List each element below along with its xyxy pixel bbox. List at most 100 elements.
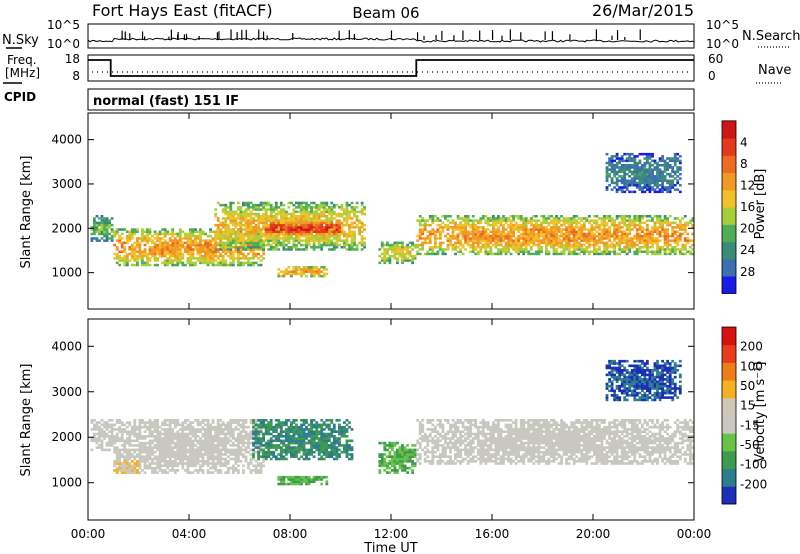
- heatmap-cell: [565, 246, 568, 249]
- heatmap-cell: [229, 241, 233, 245]
- heatmap-cell: [158, 435, 162, 438]
- heatmap-cell: [166, 230, 170, 233]
- heatmap-cell: [194, 455, 197, 458]
- heatmap-cell: [494, 241, 498, 245]
- heatmap-cell: [653, 175, 657, 178]
- heatmap-cell: [658, 188, 662, 191]
- heatmap-cell: [214, 432, 218, 436]
- heatmap-cell: [514, 221, 518, 225]
- heatmap-cell: [178, 254, 182, 258]
- heatmap-cell: [252, 226, 255, 229]
- heatmap-cell: [120, 439, 124, 443]
- heatmap-cell: [646, 186, 649, 189]
- nave-tick-top: 60: [708, 52, 723, 66]
- heatmap-cell: [282, 228, 286, 231]
- heatmap-cell: [151, 460, 154, 463]
- heatmap-cell: [461, 243, 465, 247]
- heatmap-cell: [628, 181, 632, 185]
- heatmap-cell: [628, 215, 632, 218]
- heatmap-cell: [340, 230, 344, 233]
- heatmap-cell: [666, 241, 669, 245]
- heatmap-cell: [118, 450, 122, 454]
- heatmap-cell: [244, 232, 248, 236]
- heatmap-cell: [297, 239, 301, 242]
- heatmap-cell: [178, 446, 182, 449]
- heatmap-cell: [312, 234, 316, 238]
- heatmap-cell: [638, 239, 642, 242]
- heatmap-cell: [171, 448, 175, 452]
- heatmap-cell: [151, 453, 154, 456]
- heatmap-cell: [277, 228, 281, 231]
- heatmap-cell: [403, 252, 407, 256]
- heatmap-cell: [330, 217, 334, 220]
- heatmap-cell: [471, 241, 475, 245]
- heatmap-cell: [476, 250, 480, 253]
- heatmap-cell: [189, 428, 192, 431]
- heatmap-cell: [259, 259, 263, 262]
- heatmap-cell: [497, 248, 500, 251]
- heatmap-cell: [226, 439, 230, 443]
- heatmap-cell: [237, 208, 240, 211]
- heatmap-cell: [552, 243, 556, 247]
- heatmap-cell: [312, 221, 316, 225]
- heatmap-cell: [234, 421, 238, 424]
- heatmap-cell: [603, 226, 606, 229]
- heatmap-cell: [651, 252, 654, 256]
- heatmap-cell: [676, 170, 680, 174]
- heatmap-cell: [590, 232, 594, 236]
- heatmap-cell: [522, 237, 526, 240]
- heatmap-cell: [239, 446, 243, 449]
- heatmap-cell: [221, 210, 225, 214]
- heatmap-cell: [234, 217, 238, 220]
- heatmap-cell: [345, 243, 349, 247]
- heatmap-cell: [663, 164, 667, 167]
- heatmap-cell: [444, 252, 447, 256]
- heatmap-cell: [153, 421, 157, 424]
- heatmap-cell: [95, 215, 99, 218]
- heatmap-cell: [613, 221, 616, 225]
- heatmap-cell: [211, 448, 215, 452]
- heatmap-cell: [143, 254, 147, 258]
- heatmap-cell: [163, 234, 167, 238]
- heatmap-cell: [476, 221, 480, 225]
- heatmap-cell: [509, 223, 513, 227]
- heatmap-cell: [618, 234, 622, 238]
- heatmap-cell: [537, 226, 541, 229]
- heatmap-cell: [317, 272, 321, 276]
- heatmap-cell: [231, 223, 235, 227]
- heatmap-cell: [148, 248, 152, 251]
- heatmap-cell: [476, 234, 480, 238]
- heatmap-cell: [552, 252, 556, 256]
- heatmap-cell: [146, 466, 149, 470]
- heatmap-cell: [676, 181, 680, 185]
- heatmap-cell: [242, 425, 245, 429]
- heatmap-cell: [297, 237, 301, 240]
- heatmap-cell: [242, 439, 245, 443]
- heatmap-cell: [325, 221, 329, 225]
- heatmap-cell: [570, 237, 574, 240]
- heatmap-cell: [595, 241, 599, 245]
- heatmap-cell: [173, 241, 177, 245]
- heatmap-cell: [623, 223, 627, 227]
- heatmap-cell: [572, 239, 576, 242]
- heatmap-cell: [502, 219, 505, 222]
- heatmap-cell: [231, 230, 235, 233]
- heatmap-cell: [219, 437, 223, 440]
- heatmap-cell: [345, 239, 349, 242]
- heatmap-cell: [567, 230, 571, 233]
- heatmap-cell: [431, 246, 435, 249]
- heatmap-cell: [565, 243, 568, 247]
- heatmap-cell: [141, 419, 144, 422]
- heatmap-cell: [221, 241, 225, 245]
- heatmap-cell: [282, 230, 286, 233]
- heatmap-cell: [173, 423, 177, 427]
- heatmap-cell: [196, 428, 200, 431]
- heatmap-cell: [224, 234, 228, 238]
- heatmap-cell: [353, 221, 356, 225]
- heatmap-cell: [471, 248, 475, 251]
- heatmap-cell: [628, 248, 632, 251]
- heatmap-cell: [315, 234, 319, 238]
- heatmap-cell: [668, 239, 672, 242]
- heatmap-cell: [537, 232, 541, 236]
- heatmap-cell: [191, 425, 195, 429]
